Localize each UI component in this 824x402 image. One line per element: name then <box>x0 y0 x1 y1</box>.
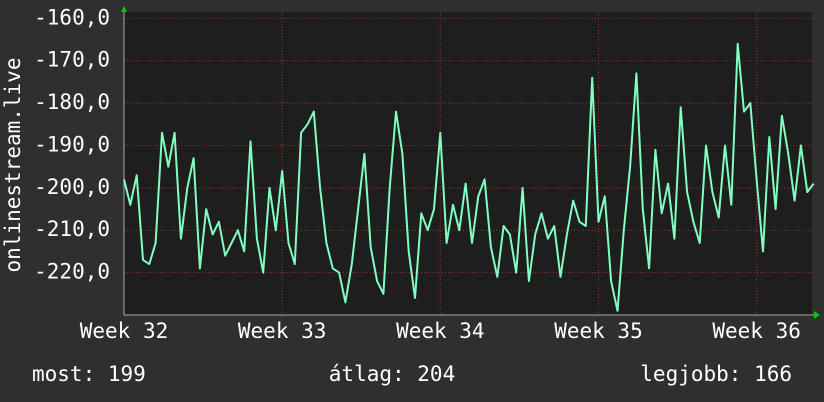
x-tick-label: Week 35 <box>554 319 643 343</box>
y-tick-label: -210,0 <box>34 217 110 241</box>
stat-best: legjobb: 166 <box>640 362 792 386</box>
y-tick-label: -190,0 <box>34 132 110 156</box>
y-tick-label: -160,0 <box>34 5 110 29</box>
x-tick-label: Week 32 <box>80 319 169 343</box>
stat-current: most: 199 <box>32 362 146 386</box>
x-tick-label: Week 34 <box>396 319 485 343</box>
y-tick-label: -180,0 <box>34 90 110 114</box>
x-axis-arrow <box>814 311 820 319</box>
y-tick-label: -200,0 <box>34 175 110 199</box>
y-tick-label: -220,0 <box>34 260 110 284</box>
y-tick-label: -170,0 <box>34 48 110 72</box>
y-axis-label: onlinestream.live <box>1 58 25 273</box>
x-tick-label: Week 36 <box>712 319 801 343</box>
data-line <box>123 42 815 312</box>
plot-area <box>124 12 812 315</box>
y-axis-arrow <box>121 6 127 12</box>
stat-average: átlag: 204 <box>329 362 455 386</box>
x-tick-label: Week 33 <box>238 319 327 343</box>
